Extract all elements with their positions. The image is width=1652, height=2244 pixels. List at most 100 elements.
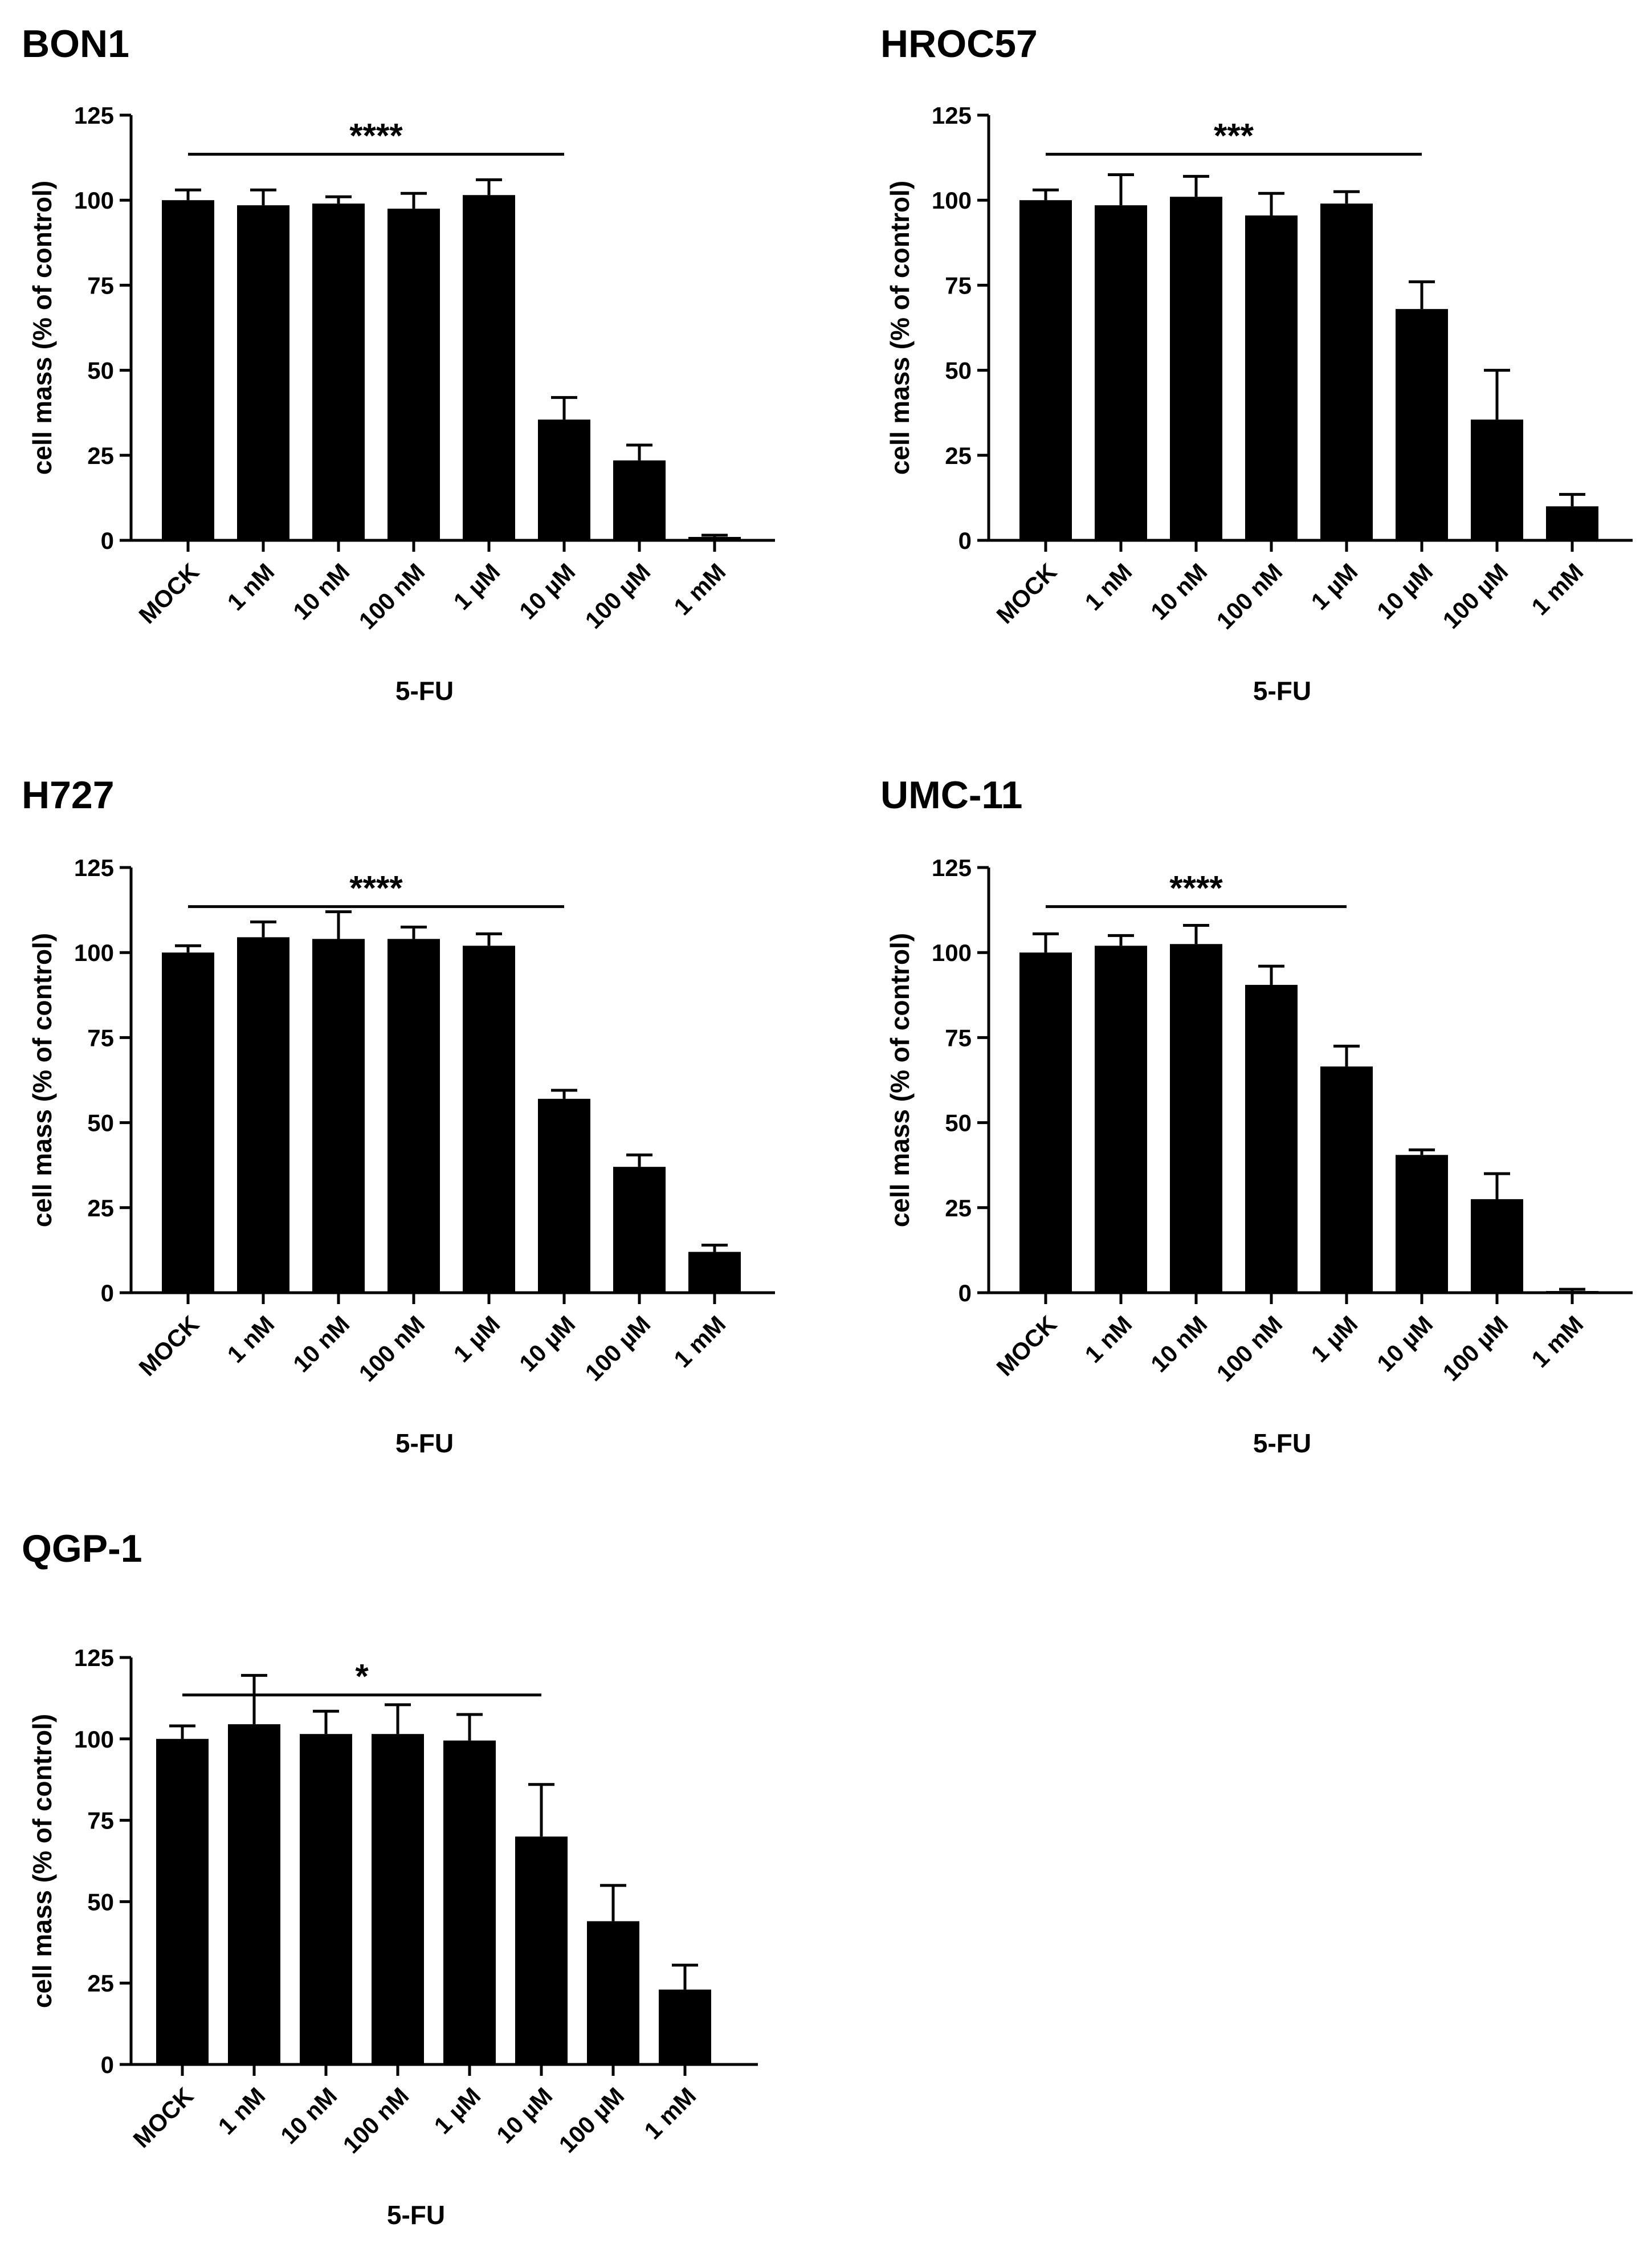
- x-axis-label: 5-FU: [1253, 1428, 1311, 1458]
- bar: [162, 200, 214, 540]
- y-tick-label: 125: [74, 1644, 114, 1671]
- y-tick-label: 0: [101, 1280, 114, 1306]
- bar: [463, 195, 515, 540]
- significance-label: *: [355, 1657, 369, 1696]
- x-tick-label: 1 nM: [222, 1310, 279, 1368]
- bar: [587, 1921, 639, 2064]
- bar: [613, 460, 666, 540]
- x-tick-label: 10 µM: [1372, 558, 1438, 624]
- bar: [688, 1252, 741, 1293]
- bar: [228, 1724, 280, 2064]
- x-axis-label: 5-FU: [387, 2200, 445, 2230]
- bar: [1471, 420, 1523, 540]
- x-tick-label: 10 nM: [275, 2082, 342, 2149]
- x-axis-label: 5-FU: [395, 1428, 454, 1458]
- y-tick-label: 100: [932, 187, 972, 214]
- panel-hroc57: HROC57 0 25 50 75 100 125 cell mass (% of contr…: [880, 22, 1633, 706]
- y-tick-label: 100: [932, 939, 972, 966]
- y-tick-label: 75: [945, 1024, 972, 1051]
- x-tick-label: 100 nM: [1211, 558, 1287, 634]
- x-tick-label: 1 mM: [1526, 558, 1588, 620]
- bar: [1245, 215, 1298, 540]
- x-tick-label: 10 nM: [288, 558, 354, 625]
- bar: [538, 1098, 590, 1293]
- bar: [1095, 946, 1147, 1293]
- bar: [1546, 1291, 1598, 1293]
- y-tick-label: 100: [74, 1726, 114, 1753]
- x-tick-label: 1 µM: [448, 1310, 505, 1367]
- bar: [613, 1167, 666, 1293]
- significance-label: ***: [1214, 117, 1254, 155]
- y-tick-label: 25: [945, 1195, 972, 1221]
- x-tick-label: 10 µM: [514, 558, 580, 624]
- bar: [312, 939, 365, 1293]
- bar: [1170, 944, 1222, 1293]
- y-tick-label: 0: [101, 527, 114, 554]
- x-tick-label: 100 µM: [580, 558, 655, 634]
- x-tick-label: 100 µM: [553, 2082, 629, 2158]
- x-tick-label: 1 mM: [668, 1310, 731, 1373]
- x-tick-label: 1 µM: [1306, 1310, 1363, 1367]
- x-tick-label: 10 nM: [1145, 1310, 1212, 1377]
- y-tick-label: 0: [958, 527, 972, 554]
- x-tick-label: 10 nM: [288, 1310, 354, 1377]
- panel-title: BON1: [22, 22, 129, 66]
- bar: [1095, 205, 1147, 541]
- y-tick-label: 0: [101, 2051, 114, 2078]
- x-tick-label: 1 mM: [668, 558, 731, 620]
- y-axis-label: cell mass (% of control): [27, 933, 57, 1227]
- x-tick-label: MOCK: [128, 2082, 198, 2153]
- x-tick-label: 100 µM: [580, 1310, 655, 1386]
- bar: [515, 1836, 568, 2064]
- panel-umc-11: UMC-11 0 25 50 75 100 125 cell mass (% of contr…: [880, 773, 1633, 1458]
- panel-title: H727: [22, 773, 115, 817]
- x-tick-label: 10 µM: [1372, 1310, 1438, 1376]
- x-tick-label: 1 nM: [1079, 1310, 1137, 1368]
- x-tick-label: 1 µM: [448, 558, 505, 615]
- bar: [1396, 1155, 1448, 1293]
- bar: [443, 1740, 496, 2064]
- bar: [162, 952, 214, 1293]
- y-tick-label: 25: [945, 442, 972, 469]
- x-tick-label: 10 µM: [491, 2082, 557, 2148]
- bar: [538, 420, 590, 540]
- panel-title: QGP-1: [22, 1527, 142, 1570]
- y-axis-label: cell mass (% of control): [27, 181, 57, 475]
- bar: [1170, 197, 1222, 540]
- x-tick-label: 1 nM: [213, 2082, 270, 2140]
- x-tick-label: 1 nM: [222, 558, 279, 616]
- bar: [1396, 309, 1448, 540]
- x-axis-label: 5-FU: [1253, 676, 1311, 706]
- x-tick-label: MOCK: [991, 558, 1062, 629]
- bar: [688, 537, 741, 540]
- y-tick-label: 50: [87, 357, 114, 384]
- bar: [1546, 506, 1598, 540]
- bar: [1471, 1199, 1523, 1293]
- x-tick-label: MOCK: [133, 558, 204, 629]
- y-tick-label: 125: [932, 854, 972, 881]
- x-axis-label: 5-FU: [395, 676, 454, 706]
- y-tick-label: 50: [945, 357, 972, 384]
- x-tick-label: 100 nM: [353, 558, 430, 634]
- bar: [1019, 952, 1072, 1293]
- bar: [372, 1734, 424, 2064]
- y-tick-label: 100: [74, 939, 114, 966]
- y-tick-label: 25: [87, 1970, 114, 1997]
- bar: [1019, 200, 1072, 540]
- bar: [300, 1734, 352, 2064]
- y-tick-label: 0: [958, 1280, 972, 1306]
- x-tick-label: 1 mM: [1526, 1310, 1588, 1373]
- x-tick-label: 100 nM: [337, 2082, 414, 2159]
- bar: [387, 939, 440, 1293]
- bar: [1320, 203, 1373, 541]
- x-tick-label: 1 µM: [429, 2082, 486, 2139]
- x-tick-label: MOCK: [991, 1310, 1062, 1381]
- y-tick-label: 75: [87, 1024, 114, 1051]
- y-axis-label: cell mass (% of control): [27, 1714, 57, 2008]
- y-tick-label: 50: [945, 1110, 972, 1137]
- significance-label: ****: [349, 117, 403, 155]
- y-tick-label: 50: [87, 1888, 114, 1915]
- bar: [1320, 1066, 1373, 1293]
- bar: [1245, 984, 1298, 1293]
